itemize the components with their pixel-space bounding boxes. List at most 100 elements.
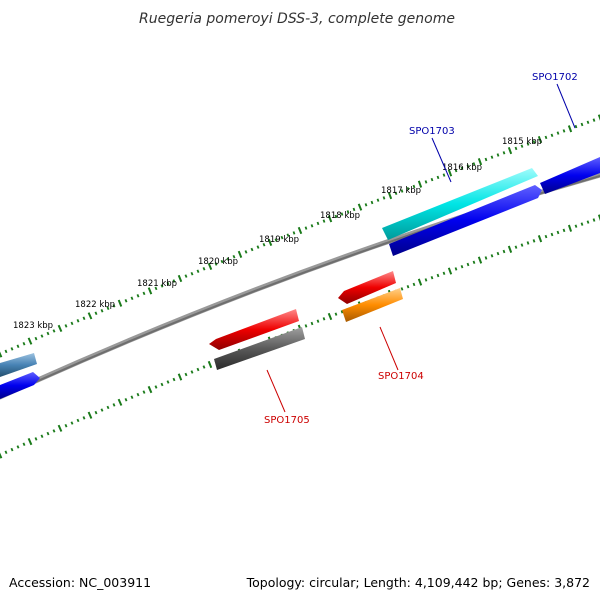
minor-tick xyxy=(76,418,80,423)
minor-tick xyxy=(274,238,278,242)
minor-tick xyxy=(220,259,224,264)
minor-tick xyxy=(160,284,164,288)
minor-tick xyxy=(514,245,518,249)
minor-tick xyxy=(106,405,110,410)
minor-tick xyxy=(502,151,506,155)
major-tick xyxy=(417,180,423,188)
minor-tick xyxy=(490,254,494,258)
major-tick xyxy=(537,135,543,144)
minor-tick xyxy=(184,372,188,377)
minor-tick xyxy=(562,228,566,233)
major-tick xyxy=(0,452,3,459)
minor-tick xyxy=(310,224,314,228)
minor-tick xyxy=(244,250,248,254)
major-tick xyxy=(57,324,63,333)
leader-line-spo1705 xyxy=(266,369,286,413)
minor-tick xyxy=(64,324,68,328)
major-tick xyxy=(447,267,453,275)
major-tick xyxy=(477,256,483,264)
tick-label-1818: 1818 kbp xyxy=(320,211,360,221)
major-tick xyxy=(87,411,93,419)
minor-tick xyxy=(10,347,14,351)
minor-tick xyxy=(340,212,344,216)
minor-tick xyxy=(472,260,476,265)
major-tick xyxy=(237,250,243,258)
major-tick xyxy=(57,424,63,432)
minor-tick xyxy=(526,241,530,245)
minor-tick xyxy=(460,166,464,171)
tick-label-1817: 1817 kbp xyxy=(381,186,421,196)
minor-tick xyxy=(520,144,524,148)
minor-tick xyxy=(310,321,314,326)
major-tick xyxy=(387,191,393,200)
gene-spo1703-feature[interactable] xyxy=(382,168,538,240)
minor-tick xyxy=(256,245,260,249)
minor-tick xyxy=(490,155,494,159)
minor-tick xyxy=(76,319,80,323)
minor-tick xyxy=(412,282,416,287)
leader-line-spo1702 xyxy=(556,83,576,129)
outer-tick-ruler xyxy=(0,114,600,358)
minor-tick xyxy=(4,450,8,455)
gene-spo1704-cds-a[interactable] xyxy=(338,271,396,304)
tick-label-1816: 1816 kbp xyxy=(442,163,482,173)
tick-label-1822: 1822 kbp xyxy=(75,300,115,310)
minor-tick xyxy=(94,311,98,316)
minor-tick xyxy=(352,207,356,212)
minor-tick xyxy=(130,395,134,399)
gene-spo1705-feature[interactable] xyxy=(214,327,305,370)
gene-spo1703-cds[interactable] xyxy=(389,185,542,256)
minor-tick xyxy=(436,273,440,278)
major-tick xyxy=(357,203,363,211)
minor-tick xyxy=(34,336,38,341)
minor-tick xyxy=(442,271,446,276)
minor-tick xyxy=(430,275,434,280)
major-tick xyxy=(117,299,123,307)
minor-tick xyxy=(574,224,578,228)
minor-tick xyxy=(166,281,170,286)
tick-label-1820: 1820 kbp xyxy=(198,257,238,267)
minor-tick xyxy=(532,140,536,144)
minor-tick xyxy=(484,157,488,162)
minor-tick xyxy=(316,221,320,226)
major-tick xyxy=(27,337,33,345)
minor-tick xyxy=(304,324,308,328)
minor-tick xyxy=(496,153,500,157)
minor-tick xyxy=(130,296,134,301)
gene-label-spo1703[interactable]: SPO1703 xyxy=(409,126,455,137)
major-tick xyxy=(507,245,513,253)
minor-tick xyxy=(436,175,440,180)
minor-tick xyxy=(442,173,446,177)
minor-tick xyxy=(94,410,98,415)
gene-label-spo1705[interactable]: SPO1705 xyxy=(264,415,310,426)
minor-tick xyxy=(154,385,158,389)
minor-tick xyxy=(196,269,200,273)
minor-tick xyxy=(142,390,146,394)
steel-feature[interactable] xyxy=(0,353,37,377)
gene-spo1702-cds[interactable] xyxy=(540,157,600,194)
minor-tick xyxy=(304,226,308,230)
minor-tick xyxy=(454,168,458,173)
gene-spo1705-cds[interactable] xyxy=(209,309,299,350)
gene-label-spo1704[interactable]: SPO1704 xyxy=(378,371,424,382)
tick-label-1821: 1821 kbp xyxy=(137,279,177,289)
minor-tick xyxy=(382,196,386,200)
minor-tick xyxy=(400,287,404,291)
minor-tick xyxy=(340,310,344,314)
major-tick xyxy=(177,274,183,283)
minor-tick xyxy=(394,191,398,196)
minor-tick xyxy=(334,214,338,219)
minor-tick xyxy=(334,312,338,316)
minor-tick xyxy=(424,278,428,282)
gene-label-spo1702[interactable]: SPO1702 xyxy=(532,72,578,83)
minor-tick xyxy=(232,254,236,259)
minor-tick xyxy=(40,334,44,338)
major-tick xyxy=(597,114,600,121)
left-forward-cds[interactable] xyxy=(0,372,40,399)
gene-spo1704-feature[interactable] xyxy=(342,288,403,322)
minor-tick xyxy=(22,341,26,346)
minor-tick xyxy=(34,437,38,441)
minor-tick xyxy=(460,264,464,269)
minor-tick xyxy=(424,180,428,184)
